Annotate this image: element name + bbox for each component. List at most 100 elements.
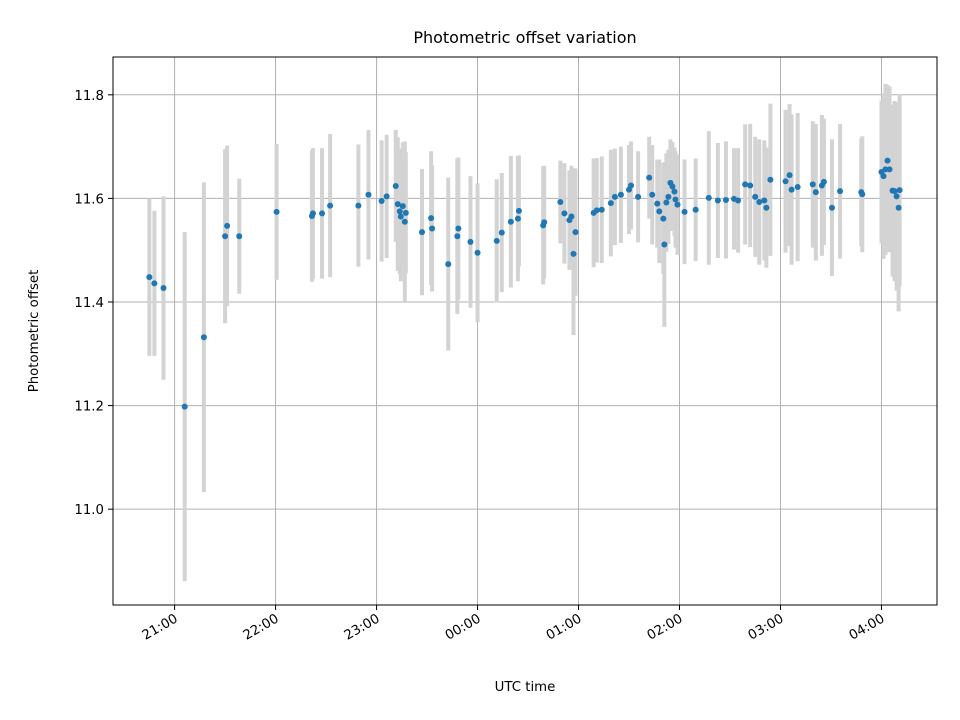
data-point (392, 182, 399, 189)
data-point (656, 208, 663, 215)
data-point (672, 196, 679, 203)
y-tick-label: 11.6 (74, 192, 104, 207)
data-point (786, 172, 793, 179)
data-point (474, 249, 481, 256)
data-point (151, 280, 158, 287)
data-point (572, 229, 579, 236)
data-point (635, 193, 642, 200)
data-point (593, 207, 600, 214)
plot-area-frame (112, 56, 938, 606)
data-point (365, 191, 372, 198)
y-tick-label: 11.0 (74, 503, 104, 518)
data-point (660, 215, 667, 222)
data-point (570, 250, 577, 257)
data-point (649, 191, 656, 198)
data-point (514, 215, 521, 222)
data-point (319, 210, 326, 217)
data-point (722, 196, 729, 203)
data-point (383, 193, 390, 200)
data-point (669, 183, 676, 190)
data-point (674, 201, 681, 208)
data-point (735, 197, 742, 204)
data-point (402, 209, 409, 216)
data-point (181, 403, 188, 410)
data-point (222, 233, 229, 240)
data-point (665, 193, 672, 200)
data-point (454, 233, 461, 240)
data-point (767, 176, 774, 183)
data-point (160, 285, 167, 292)
data-point (671, 188, 678, 195)
data-point (891, 188, 898, 195)
data-point (455, 225, 462, 232)
data-point (611, 193, 618, 200)
data-point (419, 229, 425, 236)
data-point (617, 191, 624, 198)
data-point (224, 222, 231, 229)
data-point (886, 166, 893, 173)
data-point (607, 200, 614, 207)
grid (113, 57, 937, 605)
data-point (896, 187, 903, 194)
data-points (146, 157, 903, 410)
y-tick-label: 11.8 (74, 89, 104, 104)
data-point (327, 202, 334, 209)
data-point (557, 199, 564, 206)
data-point (396, 208, 403, 215)
data-point (273, 208, 280, 215)
data-point (761, 197, 768, 204)
data-point (646, 174, 653, 181)
data-point (429, 225, 436, 232)
data-point (812, 189, 819, 196)
x-axis-label: UTC time (495, 680, 556, 695)
data-point (309, 210, 316, 217)
y-tick-label: 11.4 (74, 296, 104, 311)
data-point (763, 204, 770, 211)
data-point (541, 219, 548, 226)
data-point (705, 194, 712, 201)
data-point (467, 238, 474, 245)
data-point (820, 178, 827, 185)
data-point (507, 218, 514, 225)
data-point (146, 274, 153, 281)
data-point (692, 206, 699, 213)
data-point (399, 203, 406, 210)
data-point (397, 213, 404, 220)
chart-title: Photometric offset variation (413, 28, 636, 47)
data-point (598, 206, 605, 213)
data-point (714, 197, 721, 204)
data-point (445, 261, 452, 268)
data-point (828, 204, 835, 211)
y-tick-label: 11.2 (74, 400, 104, 415)
data-point (498, 229, 505, 236)
data-point (401, 218, 408, 225)
data-point (355, 202, 362, 209)
data-point (515, 207, 522, 214)
data-point (493, 237, 500, 244)
data-point (880, 173, 887, 180)
data-point (628, 182, 635, 189)
data-point (893, 193, 900, 200)
data-point (794, 184, 801, 191)
data-point (681, 208, 688, 215)
data-point (378, 197, 385, 204)
data-point (895, 204, 902, 211)
data-point (568, 213, 575, 220)
data-point (859, 191, 866, 198)
data-point (663, 199, 670, 206)
y-axis-label: Photometric offset (27, 270, 42, 393)
data-point (661, 241, 668, 248)
data-point (428, 215, 435, 222)
data-point (788, 186, 795, 193)
data-point (756, 199, 763, 206)
data-point (394, 201, 401, 208)
data-point (809, 181, 816, 188)
data-point (200, 334, 207, 341)
y-axis-ticks: 11.0 11.2 11.4 11.6 11.8 (74, 89, 113, 518)
data-point (884, 157, 891, 164)
data-point (747, 182, 754, 189)
data-point (654, 200, 661, 207)
data-point (752, 193, 759, 200)
